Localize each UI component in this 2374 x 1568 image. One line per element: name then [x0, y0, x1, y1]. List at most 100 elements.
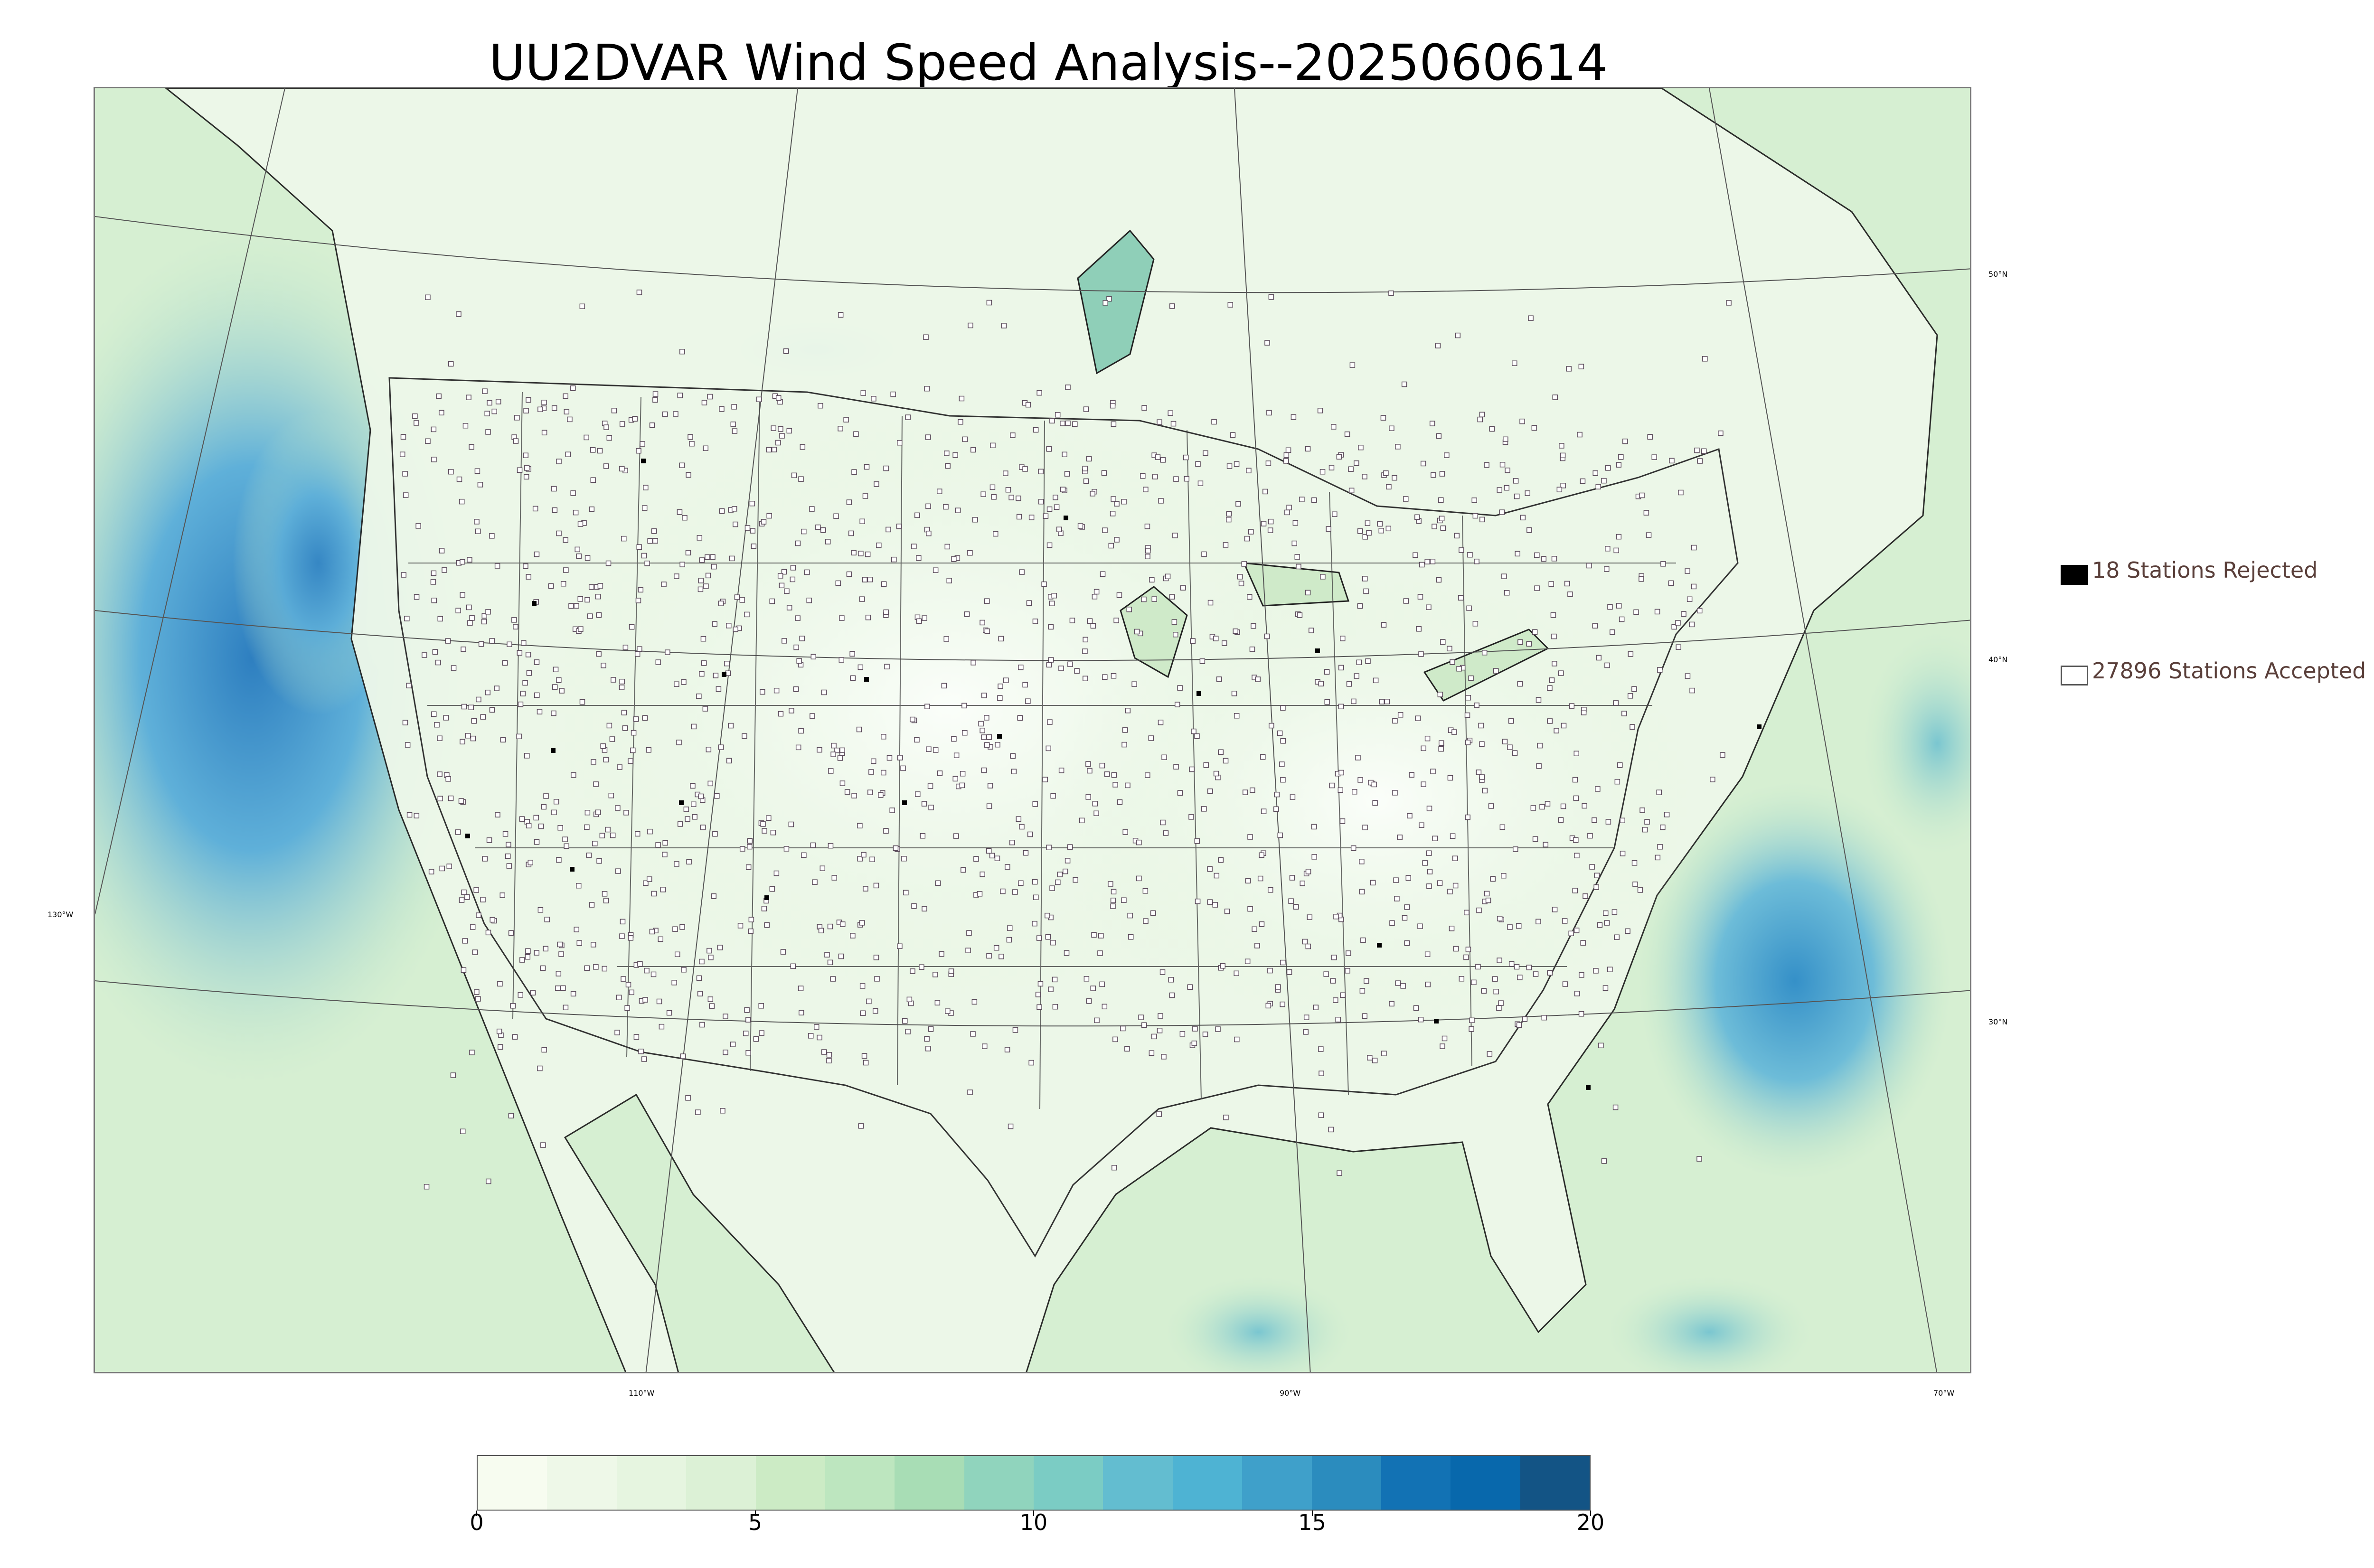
accepted-station — [862, 493, 868, 499]
accepted-station — [796, 658, 802, 664]
accepted-station — [817, 747, 822, 753]
accepted-station — [1438, 497, 1444, 503]
accepted-station — [442, 567, 447, 573]
accepted-station — [494, 685, 499, 691]
accepted-station — [584, 434, 589, 441]
accepted-station — [1357, 603, 1363, 609]
accepted-station — [450, 1072, 456, 1078]
accepted-station — [490, 917, 495, 923]
accepted-station — [1552, 394, 1558, 400]
accepted-station — [998, 683, 1003, 689]
accepted-station — [1233, 628, 1238, 634]
accepted-station — [559, 688, 565, 694]
accepted-station — [891, 556, 897, 563]
accepted-station — [1157, 1028, 1163, 1033]
accepted-station — [1701, 448, 1707, 454]
accepted-station — [1046, 845, 1052, 850]
accepted-station — [987, 783, 993, 789]
accepted-station — [1668, 580, 1674, 586]
accepted-station — [506, 842, 511, 847]
accepted-station — [751, 543, 757, 549]
accepted-station — [1656, 789, 1662, 795]
accepted-station — [1016, 514, 1022, 520]
wind-speed-map[interactable] — [94, 87, 1971, 1373]
accepted-station — [1305, 943, 1311, 949]
accepted-station — [1362, 576, 1368, 582]
accepted-station — [1046, 745, 1051, 751]
accepted-station — [1475, 964, 1481, 970]
accepted-station — [679, 924, 685, 930]
accepted-station — [984, 742, 990, 748]
accepted-station — [839, 780, 846, 786]
accepted-station — [1183, 454, 1189, 460]
accepted-station — [1357, 777, 1363, 783]
accepted-station — [923, 334, 929, 340]
accepted-station — [1547, 685, 1553, 691]
accepted-station — [863, 886, 868, 892]
accepted-station — [1218, 749, 1224, 755]
accepted-station — [1145, 548, 1151, 554]
accepted-station — [1340, 992, 1346, 998]
accepted-station — [523, 563, 528, 569]
accepted-station — [1514, 493, 1520, 499]
accepted-station — [1265, 1003, 1272, 1009]
accepted-station — [1519, 418, 1525, 424]
accepted-station — [1669, 458, 1675, 464]
accepted-station — [970, 447, 976, 453]
accepted-station — [723, 1014, 728, 1019]
accepted-station — [1545, 801, 1551, 807]
accepted-station — [1028, 1060, 1034, 1066]
accepted-station — [924, 1036, 930, 1042]
accepted-station — [1438, 746, 1444, 752]
accepted-station — [1082, 466, 1088, 471]
accepted-station — [1173, 764, 1179, 770]
accepted-station — [786, 605, 792, 610]
accepted-station — [1370, 880, 1376, 886]
accepted-station — [1161, 754, 1167, 761]
accepted-station — [1594, 873, 1600, 878]
accepted-station — [605, 826, 611, 833]
accepted-station — [962, 730, 968, 736]
accepted-station — [468, 704, 474, 710]
accepted-station — [1657, 844, 1663, 850]
accepted-station — [1595, 484, 1601, 489]
colorbar-segment — [755, 1456, 825, 1510]
accepted-station — [1389, 425, 1394, 432]
accepted-station — [629, 989, 634, 995]
accepted-station — [951, 736, 957, 742]
accepted-station — [517, 467, 523, 473]
accepted-station — [1492, 976, 1498, 982]
accepted-station — [782, 638, 787, 644]
accepted-station — [850, 933, 856, 939]
accepted-station — [469, 1050, 475, 1055]
accepted-station — [1440, 1043, 1445, 1049]
accepted-station — [1592, 470, 1598, 476]
accepted-station — [682, 515, 688, 521]
accepted-station — [925, 434, 931, 440]
accepted-station — [460, 592, 465, 598]
accepted-station — [1364, 978, 1369, 984]
accepted-station — [466, 394, 471, 400]
accepted-station — [451, 665, 457, 671]
accepted-station — [886, 526, 891, 533]
accepted-station — [720, 1108, 725, 1114]
accepted-station — [522, 680, 528, 686]
accepted-station — [1513, 846, 1518, 852]
accepted-station — [960, 771, 966, 777]
accepted-station — [1479, 516, 1485, 523]
accepted-station — [683, 807, 689, 812]
accepted-station — [455, 829, 461, 835]
accepted-station — [1285, 447, 1291, 453]
accepted-station — [1273, 806, 1279, 812]
accepted-station — [540, 1142, 546, 1148]
accepted-station — [1269, 723, 1274, 729]
accepted-station — [541, 1047, 547, 1053]
accepted-station — [1093, 810, 1099, 817]
accepted-station — [1195, 898, 1201, 904]
accepted-station — [1619, 616, 1625, 622]
accepted-station — [1158, 498, 1164, 504]
accepted-station — [1639, 807, 1645, 813]
accepted-station — [570, 490, 576, 496]
accepted-station — [1573, 795, 1579, 801]
accepted-station — [415, 523, 421, 529]
